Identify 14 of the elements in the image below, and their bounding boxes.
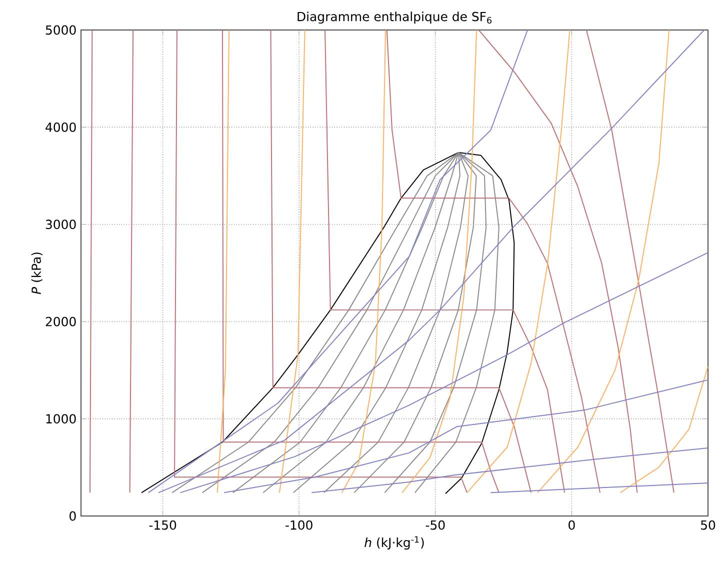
- y-tick-label: 5000: [46, 25, 76, 35]
- x-tick-label: 50: [701, 520, 716, 530]
- x-tick-label: -100: [286, 520, 312, 530]
- y-tick-label: 3000: [46, 220, 76, 230]
- y-tick-label: 1000: [46, 414, 76, 424]
- y-tick-label: 0: [70, 511, 76, 521]
- y-axis-title: P (kPa): [31, 252, 42, 294]
- x-axis-title: h (kJ·kg$^{-1}$): [364, 536, 424, 550]
- y-tick-label: 2000: [46, 316, 76, 326]
- chart-title: Diagramme enthalpique de SF$_{6}$: [298, 12, 492, 24]
- x-tick-label: -50: [426, 520, 445, 530]
- y-tick-label: 4000: [46, 122, 76, 132]
- x-tick-label: -150: [149, 520, 176, 530]
- x-tick-label: 0: [568, 520, 575, 530]
